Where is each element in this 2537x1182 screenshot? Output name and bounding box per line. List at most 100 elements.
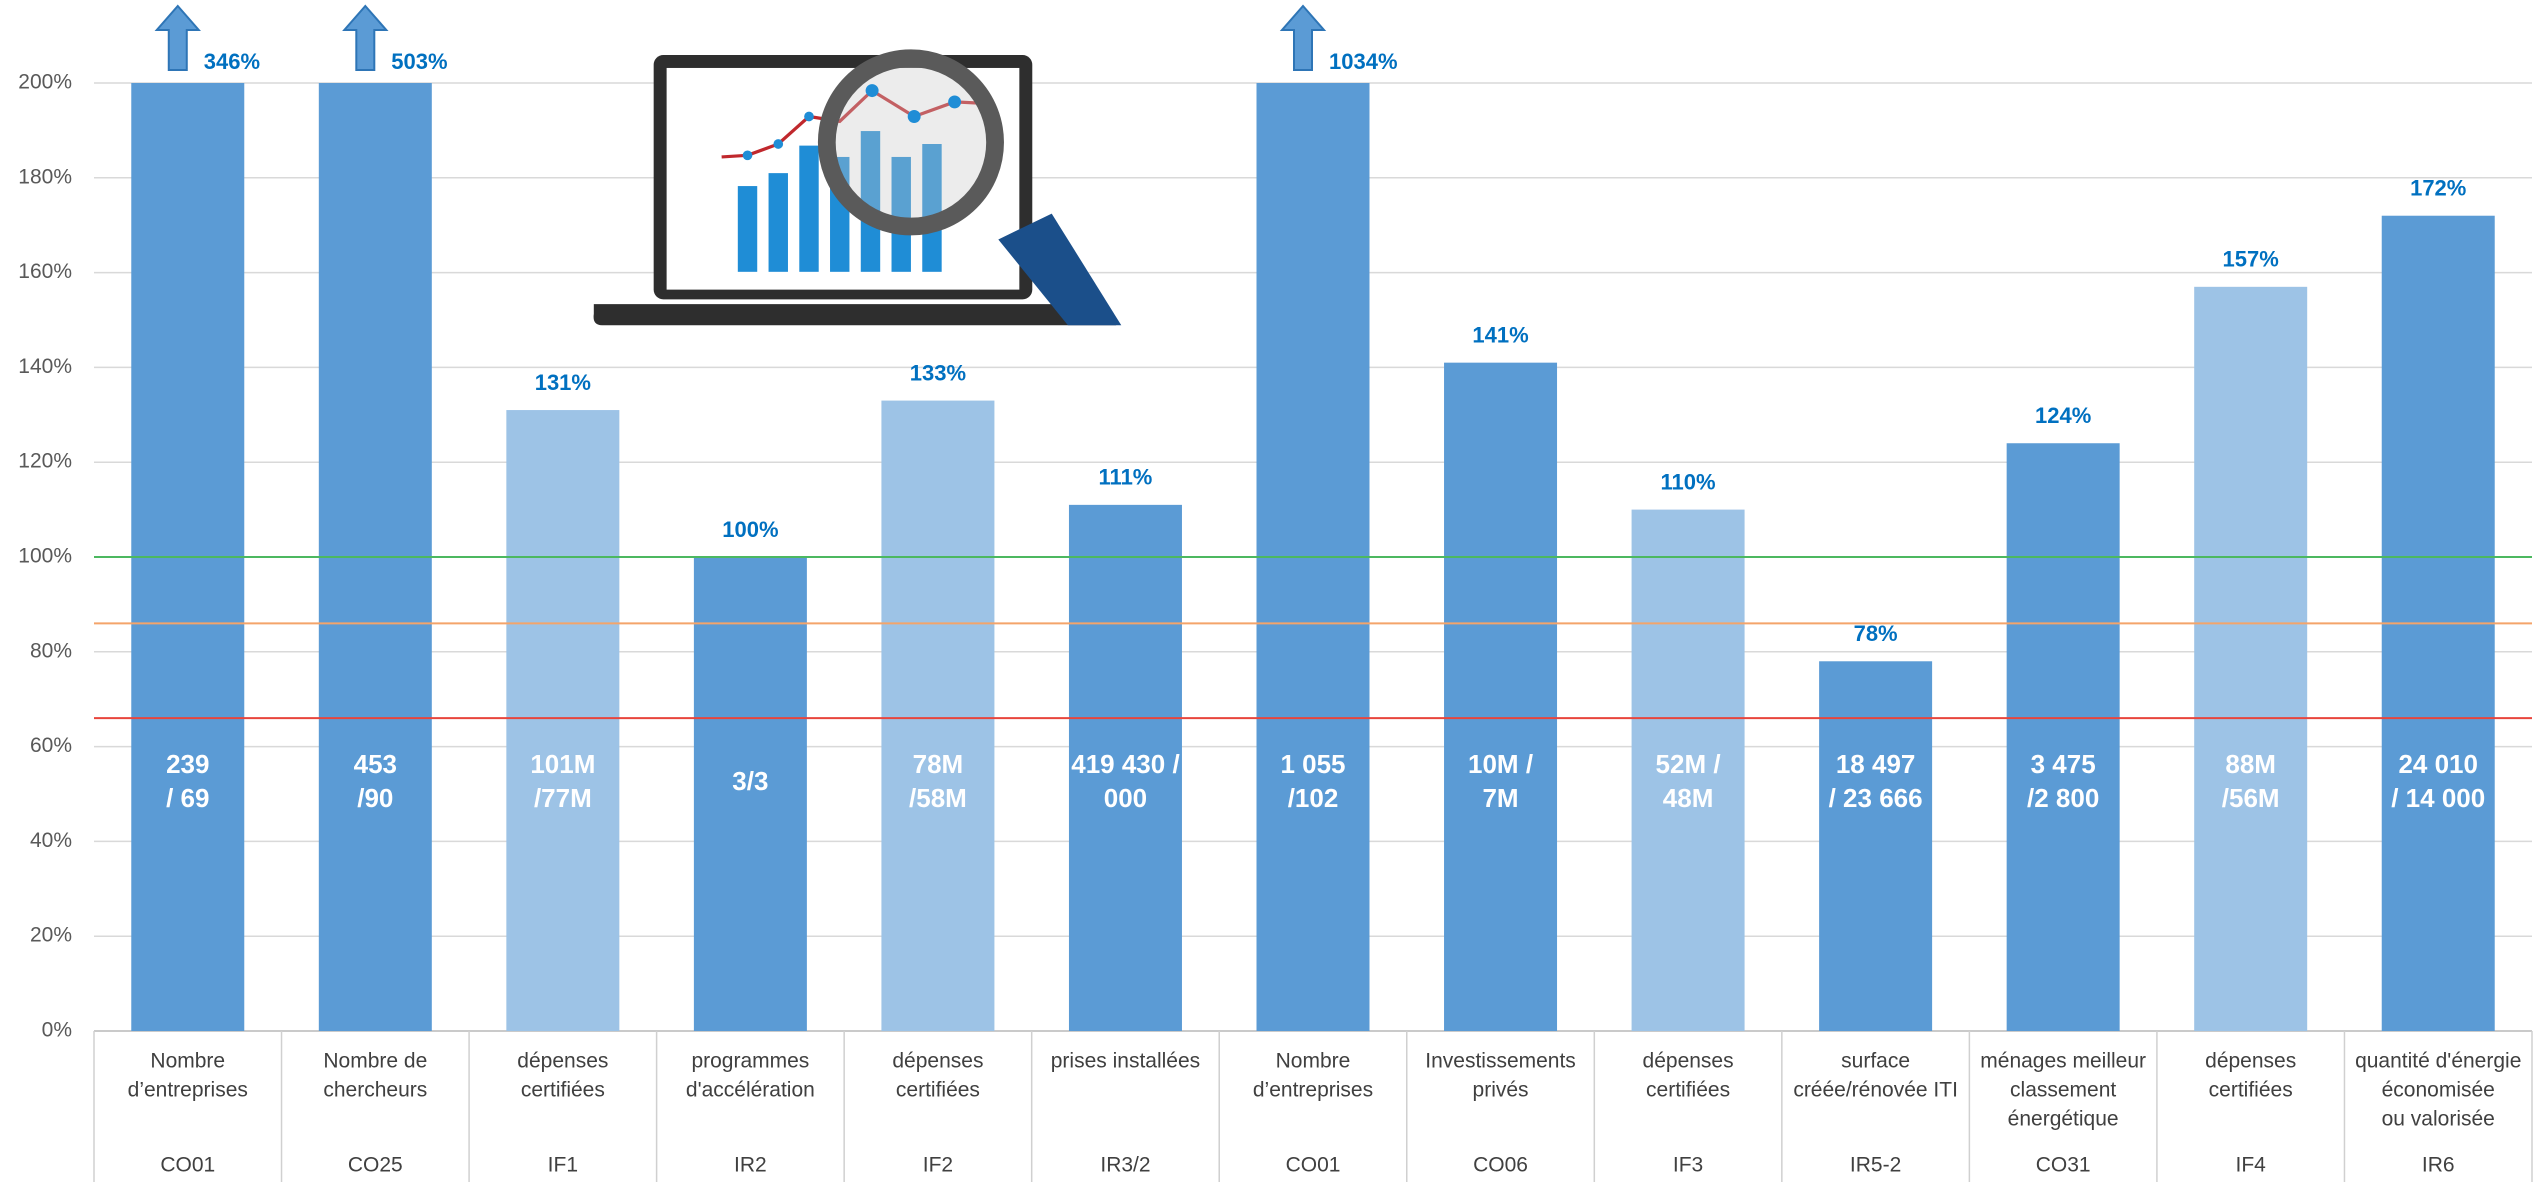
x-tick-label: CO01 [1286, 1154, 1341, 1177]
category-description: chercheurs [323, 1079, 427, 1102]
category-description: certifiées [521, 1079, 605, 1102]
inner-label: /2 800 [2027, 783, 2099, 813]
category-description: dépenses [2205, 1050, 2296, 1073]
inner-label: / 23 666 [1829, 783, 1923, 813]
category-description: Investissements [1425, 1050, 1576, 1073]
category-description: ou valorisée [2382, 1108, 2495, 1131]
bar [2006, 443, 2120, 1031]
value-label: 346% [204, 49, 260, 74]
bar [1819, 661, 1933, 1031]
y-tick-label: 200% [18, 71, 72, 94]
category-description: dépenses [517, 1050, 608, 1073]
y-tick-label: 0% [42, 1019, 72, 1042]
category-description: certifiées [2209, 1079, 2293, 1102]
category-description: d'accélération [686, 1079, 815, 1102]
category-description: ménages meilleur [1980, 1050, 2146, 1073]
inner-label: 18 497 [1836, 749, 1916, 779]
x-tick-label: IR5-2 [1850, 1154, 1901, 1177]
inner-label: 7M [1482, 783, 1518, 813]
x-tick-label: IR3/2 [1100, 1154, 1150, 1177]
x-tick-label: IR6 [2422, 1154, 2455, 1177]
bar [1444, 362, 1558, 1031]
value-label: 124% [2035, 403, 2091, 428]
inner-label: /90 [357, 783, 393, 813]
inner-label: 52M / [1656, 749, 1721, 779]
value-label: 100% [722, 517, 778, 542]
y-tick-label: 20% [30, 924, 72, 947]
category-description: surface [1841, 1050, 1910, 1073]
x-tick-label: CO31 [2036, 1154, 2091, 1177]
x-tick-label: IF2 [923, 1154, 953, 1177]
inner-label: 24 010 [2398, 749, 2478, 779]
inner-label: 419 430 / [1071, 749, 1179, 779]
inner-label: /102 [1288, 783, 1339, 813]
value-label: 133% [910, 360, 966, 385]
x-tick-label: IF3 [1673, 1154, 1703, 1177]
y-tick-label: 80% [30, 639, 72, 662]
category-description: Nombre [1276, 1050, 1351, 1073]
category-description: Nombre [150, 1050, 225, 1073]
bar [318, 83, 432, 1031]
inner-label: 000 [1104, 783, 1147, 813]
value-label: 503% [391, 49, 447, 74]
category-description: programmes [691, 1050, 809, 1073]
bar [506, 410, 620, 1031]
x-tick-label: CO01 [160, 1154, 215, 1177]
x-tick-label: CO25 [348, 1154, 403, 1177]
laptop-illustration [593, 49, 1122, 326]
inner-label: 1 055 [1280, 749, 1345, 779]
category-description: Nombre de [323, 1050, 427, 1073]
inner-label: 239 [166, 749, 209, 779]
bar [1631, 509, 1745, 1032]
value-label: 157% [2223, 247, 2279, 272]
overflow-arrow [154, 4, 201, 71]
x-tick-label: CO06 [1473, 1154, 1528, 1177]
inner-label: 453 [354, 749, 397, 779]
inner-label: 78M [913, 749, 964, 779]
inner-label: 3 475 [2031, 749, 2096, 779]
value-label: 1034% [1329, 49, 1398, 74]
inner-label: /56M [2222, 783, 2280, 813]
category-description: énergétique [2008, 1108, 2119, 1131]
overflow-arrow [342, 4, 389, 71]
y-tick-label: 120% [18, 450, 72, 473]
value-label: 78% [1854, 621, 1898, 646]
category-description: dépenses [1643, 1050, 1734, 1073]
y-tick-label: 180% [18, 165, 72, 188]
inner-label: 88M [2225, 749, 2276, 779]
y-tick-label: 140% [18, 355, 72, 378]
bar [1068, 504, 1182, 1031]
category-description: quantité d'énergie [2355, 1050, 2521, 1073]
bar [1256, 83, 1370, 1032]
inner-label: /77M [534, 783, 592, 813]
y-tick-label: 60% [30, 734, 72, 757]
overflow-arrow [1279, 4, 1327, 71]
inner-label: 101M [530, 749, 595, 779]
category-description: économisée [2382, 1079, 2495, 1102]
x-tick-label: IR2 [734, 1154, 767, 1177]
inner-label: /58M [909, 783, 967, 813]
category-description: d’entreprises [1253, 1079, 1373, 1102]
bar [2194, 286, 2308, 1031]
y-tick-label: 100% [18, 545, 72, 568]
bar [693, 557, 807, 1031]
value-label: 131% [535, 370, 591, 395]
y-tick-label: 160% [18, 260, 72, 283]
bar [881, 400, 995, 1032]
inner-label: / 69 [166, 783, 209, 813]
category-description: certifiées [1646, 1079, 1730, 1102]
category-description: dépenses [892, 1050, 983, 1073]
inner-label: 10M / [1468, 749, 1533, 779]
value-label: 172% [2410, 176, 2466, 201]
category-description: d’entreprises [128, 1079, 248, 1102]
inner-label: 3/3 [732, 766, 768, 796]
inner-label: 48M [1663, 783, 1714, 813]
x-tick-label: IF1 [548, 1154, 578, 1177]
bar [131, 83, 245, 1032]
category-description: classement [2010, 1079, 2116, 1102]
x-tick-label: IF4 [2236, 1154, 2267, 1177]
category-description: créée/rénovée ITI [1793, 1079, 1958, 1102]
value-label: 111% [1099, 465, 1153, 490]
category-description: privés [1473, 1079, 1529, 1102]
